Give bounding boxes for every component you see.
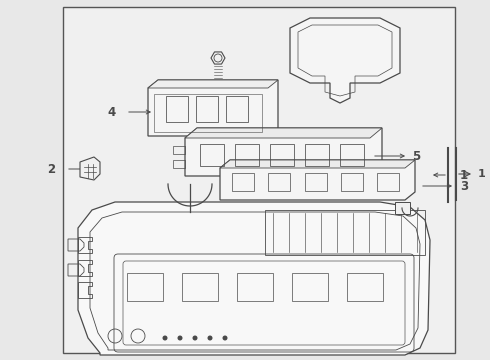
Circle shape <box>222 336 227 341</box>
Text: 1: 1 <box>478 169 486 179</box>
Bar <box>304 173 326 191</box>
Bar <box>63 7 455 353</box>
Circle shape <box>163 336 168 341</box>
Polygon shape <box>78 202 430 355</box>
Text: 1: 1 <box>460 168 468 181</box>
Bar <box>182 273 218 301</box>
Bar <box>292 273 328 301</box>
Circle shape <box>207 336 213 341</box>
Bar <box>154 94 262 132</box>
Polygon shape <box>220 160 415 200</box>
Circle shape <box>193 336 197 341</box>
Bar <box>305 144 329 166</box>
Text: 5: 5 <box>412 149 420 162</box>
Polygon shape <box>220 160 415 168</box>
Bar <box>232 173 254 191</box>
Bar <box>377 173 399 191</box>
Bar <box>226 96 248 122</box>
Bar <box>268 173 290 191</box>
Text: 4: 4 <box>108 105 116 118</box>
Bar <box>341 173 363 191</box>
Polygon shape <box>185 128 382 138</box>
Text: 2: 2 <box>47 162 55 176</box>
Bar <box>235 144 259 166</box>
Polygon shape <box>80 157 100 180</box>
Bar <box>166 96 188 122</box>
Polygon shape <box>148 80 278 88</box>
Bar <box>127 273 163 301</box>
Polygon shape <box>148 80 278 136</box>
Bar <box>347 273 383 301</box>
Polygon shape <box>290 18 400 103</box>
Bar <box>265 210 425 255</box>
Bar <box>196 96 218 122</box>
Text: 3: 3 <box>460 180 468 193</box>
Bar <box>237 273 273 301</box>
Bar <box>200 144 224 166</box>
Polygon shape <box>395 202 410 214</box>
Polygon shape <box>185 128 382 176</box>
Bar <box>340 144 364 166</box>
Circle shape <box>177 336 182 341</box>
Bar <box>270 144 294 166</box>
